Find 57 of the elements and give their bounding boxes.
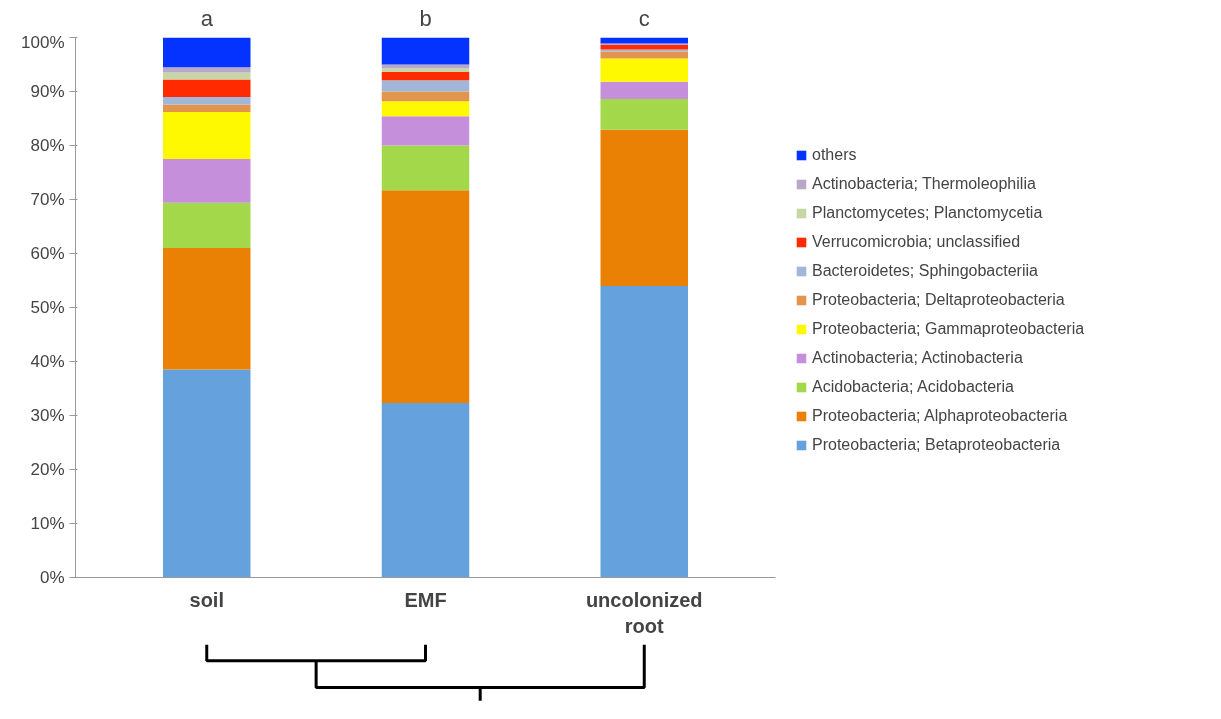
bar [163, 79, 251, 97]
x-tick-label: uncolonized root [585, 588, 703, 637]
bar [600, 51, 688, 59]
y-tick-label: 50% [30, 298, 65, 317]
y-tick-label: 80% [30, 136, 65, 155]
y-tick-label: 10% [30, 514, 65, 533]
bar [600, 81, 688, 100]
legend-label: Actinobacteria; Actinobacteria [812, 349, 1023, 367]
bar [163, 72, 251, 80]
y-tick-label: 90% [30, 82, 65, 101]
bar [600, 45, 688, 50]
legend-label: Proteobacteria; Betaproteobacteria [812, 436, 1061, 454]
bar [600, 129, 688, 286]
legend-label: Acidobacteria; Acidobacteria [812, 378, 1014, 396]
bar [600, 58, 688, 82]
x-tick-label: soil [189, 588, 224, 611]
bar [600, 99, 688, 130]
bar [381, 190, 470, 404]
legend-label: Proteobacteria; Gammaproteobacteria [812, 320, 1085, 338]
bar [381, 116, 470, 146]
bar [163, 104, 251, 113]
bar [163, 37, 251, 68]
bar [381, 145, 470, 191]
legend-label: Proteobacteria; Alphaproteobacteria [812, 407, 1068, 425]
y-tick-label: 20% [30, 460, 65, 479]
annotation: a [200, 5, 214, 31]
y-tick-label: 70% [30, 190, 65, 209]
annotation: c [638, 5, 650, 31]
bar [600, 49, 688, 52]
y-tick-label: 30% [30, 406, 65, 425]
bar [163, 202, 251, 249]
y-tick-label: 60% [30, 244, 65, 263]
x-tick-label: EMF [404, 588, 447, 611]
legend-label: Verrucomicrobia; unclassified [812, 233, 1021, 251]
y-tick-label: 0% [39, 568, 65, 587]
bar [600, 285, 688, 578]
bar [163, 369, 251, 578]
bar [381, 403, 470, 578]
legend-label: Actinobacteria; Thermoleophilia [812, 175, 1036, 193]
bar [381, 101, 470, 117]
legend-label: Planctomycetes; Planctomycetia [812, 204, 1043, 222]
bar [381, 80, 470, 92]
bar [163, 112, 251, 159]
bar [163, 67, 251, 73]
y-tick-label: 100% [21, 32, 65, 52]
legend-label: Proteobacteria; Deltaproteobacteria [812, 291, 1065, 309]
annotation: b [419, 5, 432, 31]
bar [163, 96, 251, 105]
bar [163, 159, 251, 203]
legend-label: others [812, 146, 857, 164]
legend-label: Bacteroidetes; Sphingobacteriia [812, 262, 1038, 280]
bar [381, 91, 470, 102]
bar [381, 72, 470, 81]
bar [381, 68, 470, 73]
y-tick-label: 40% [30, 352, 65, 371]
bar [381, 37, 470, 65]
bar [163, 248, 251, 370]
